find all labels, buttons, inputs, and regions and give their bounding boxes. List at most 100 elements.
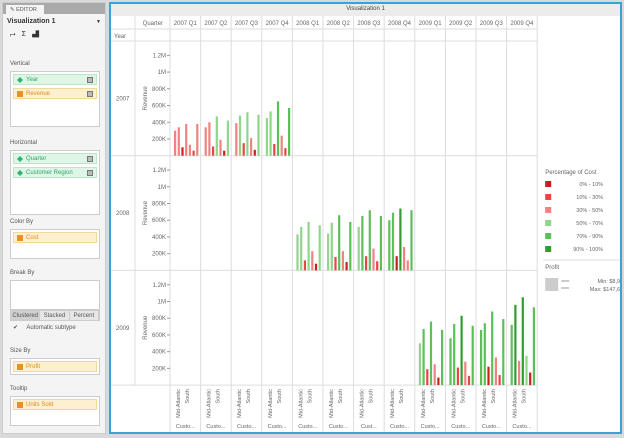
y-tick-label: 200K	[152, 252, 166, 258]
bar	[487, 366, 490, 386]
bar	[226, 120, 229, 156]
region-label: Mid-Atlantic	[176, 389, 182, 418]
y-tick-label: 1M	[158, 299, 166, 305]
bar	[502, 319, 505, 386]
region-label: Mid-Atlantic	[329, 389, 335, 418]
region-label: South	[246, 389, 252, 403]
chevron-down-icon: ▼	[96, 19, 101, 25]
bar	[273, 143, 276, 156]
region-group-label: Custo...	[298, 424, 317, 430]
bar	[212, 146, 215, 156]
bar	[318, 225, 321, 271]
subtype-clustered[interactable]: Clustered	[11, 311, 41, 320]
bar	[341, 251, 344, 271]
region-label: South	[369, 389, 375, 403]
column-header: 2009 Q3	[480, 21, 504, 27]
sort-icon[interactable]	[87, 77, 93, 83]
pill-profit[interactable]: Profit	[13, 361, 97, 372]
sort-icon[interactable]	[87, 91, 93, 97]
chart[interactable]: Quarter Year 2007 Q1 2007 Q2 2007 Q3 2007 Q4 2…	[111, 16, 620, 432]
bar	[449, 338, 452, 386]
viz-title: Visualization 1	[111, 4, 620, 16]
sort-icon[interactable]	[87, 170, 93, 176]
legend-swatch	[545, 194, 552, 200]
bar	[174, 130, 177, 156]
column-header: 2008 Q4	[388, 21, 412, 27]
y-tick-label: 800K	[152, 316, 166, 322]
bar	[460, 315, 463, 386]
region-group-label: Custo...	[421, 424, 440, 430]
region-group-label: Custo...	[390, 424, 409, 430]
column-header: 2008 Q1	[296, 21, 320, 27]
bar	[223, 150, 226, 156]
viz-selector[interactable]: Visualization 1 ▼	[3, 14, 105, 29]
dimension-icon	[17, 170, 23, 176]
y-tick-label: 200K	[152, 366, 166, 372]
bar	[529, 372, 532, 386]
pill-quarter[interactable]: Quarter	[13, 153, 97, 164]
region-label: Mid-Atlantic	[513, 389, 519, 418]
region-group-label: Custo...	[237, 424, 256, 430]
bar	[525, 355, 528, 386]
column-header: 2007 Q1	[174, 21, 198, 27]
pill-year[interactable]: Year	[13, 74, 97, 85]
breakby-drop[interactable]	[10, 280, 100, 310]
y-tick-label: 1.2M	[153, 283, 166, 289]
legend-item: 90% - 100%	[573, 247, 603, 253]
region-label: Mid-Atlantic	[237, 389, 243, 418]
column-header: 2007 Q4	[266, 21, 290, 27]
bar	[437, 377, 440, 386]
pill-revenue[interactable]: Revenue	[13, 88, 97, 99]
y-axis-label: Revenue	[143, 86, 149, 111]
legend-title: Percentage of Cost	[545, 170, 597, 176]
bar	[253, 149, 256, 156]
bar	[429, 321, 433, 386]
bar	[357, 226, 360, 271]
quarter-header: Quarter	[143, 21, 163, 27]
bar	[521, 297, 524, 386]
pill-units-sold[interactable]: Units Sold	[13, 399, 97, 410]
region-group-label: Custo...	[512, 424, 531, 430]
sum-icon[interactable]: Σ	[21, 31, 32, 38]
legend-item: 10% - 30%	[576, 195, 603, 201]
row-header-year: 2008	[116, 211, 130, 217]
bar	[464, 361, 467, 386]
bar	[303, 260, 306, 271]
tab-label: EDITOR	[16, 7, 37, 13]
region-label: South	[277, 389, 283, 403]
pill-cost[interactable]: Cost	[13, 232, 97, 243]
bar	[327, 233, 330, 271]
subtype-percent[interactable]: Percent	[70, 311, 99, 320]
chart-type-icon[interactable]: ▟	[31, 31, 45, 38]
bar	[441, 329, 444, 386]
bar	[250, 138, 253, 156]
y-tick-label: 600K	[152, 333, 166, 339]
viz-name: Visualization 1	[7, 18, 56, 25]
sizeby-label: Size By	[10, 348, 31, 354]
bar	[192, 150, 195, 156]
auto-subtype-checkbox[interactable]: ✔	[13, 325, 19, 331]
tab-editor[interactable]: ✎ EDITOR	[6, 5, 44, 14]
region-group-label: Custo...	[482, 424, 501, 430]
bar	[426, 369, 429, 386]
column-header: 2007 Q3	[235, 21, 259, 27]
bar	[280, 135, 283, 156]
bar	[215, 116, 218, 156]
bar	[238, 115, 242, 156]
bar	[494, 357, 497, 386]
bar	[330, 222, 333, 271]
horizontal-label: Horizontal	[10, 140, 38, 146]
bar	[456, 367, 459, 386]
y-tick-label: 400K	[152, 120, 166, 126]
column-header: 2009 Q1	[419, 21, 443, 27]
bar	[196, 123, 199, 156]
subtype-stacked[interactable]: Stacked	[40, 311, 70, 320]
swap-axes-icon[interactable]: ⮣	[10, 31, 22, 38]
bar	[491, 311, 494, 386]
region-label: South	[185, 389, 191, 403]
region-label: South	[460, 389, 466, 403]
region-group-label: Custo...	[329, 424, 348, 430]
sort-icon[interactable]	[87, 156, 93, 162]
bar	[376, 261, 379, 271]
pill-customer-region[interactable]: Customer Region	[13, 167, 97, 178]
